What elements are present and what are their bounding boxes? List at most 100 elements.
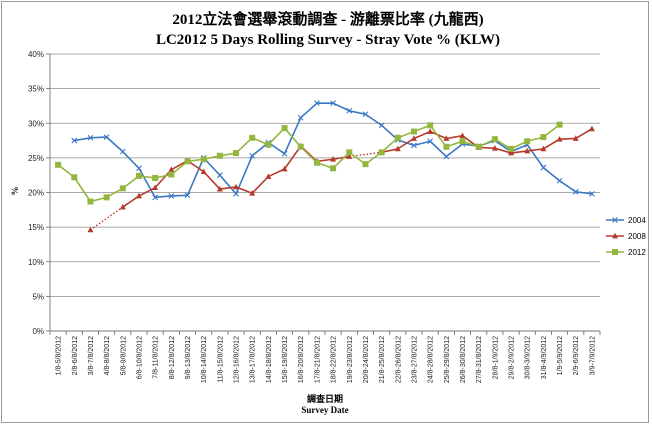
x-tick-label: 3/9-7/9/2012 [589, 336, 596, 375]
data-point-2012 [330, 165, 337, 172]
data-point-2012 [216, 152, 223, 159]
data-point-2012 [265, 141, 272, 148]
data-point-2004 [346, 107, 353, 114]
data-point-2004 [71, 137, 78, 144]
data-point-2008 [119, 203, 126, 210]
data-point-2008 [410, 135, 417, 141]
data-point-2012 [410, 128, 417, 135]
data-point-2012 [346, 149, 353, 156]
data-point-2004 [119, 148, 126, 155]
x-tick-label: 13/8-17/8/2012 [250, 336, 257, 383]
series-line-segment [235, 186, 253, 194]
series-line-segment [397, 139, 415, 147]
series-line-segment [283, 127, 302, 148]
data-point-2008 [346, 153, 353, 159]
data-point-2004 [233, 190, 239, 197]
x-tick-label: 5/8-9/8/2012 [120, 336, 127, 375]
series-line-segment [413, 130, 431, 140]
x-tick-label: 28/8-1/9/2012 [492, 336, 499, 379]
x-tick-label: 12/8-16/8/2012 [234, 336, 241, 383]
x-tick-label: 11/8-15/8/2012 [217, 336, 224, 383]
series-line-segment [268, 168, 285, 178]
data-point-2004 [249, 152, 256, 159]
x-tick-label: 10/8-14/8/2012 [201, 336, 208, 383]
x-tick-label: 16/8-20/8/2012 [298, 336, 305, 383]
data-point-2012 [313, 159, 320, 166]
x-axis: 1/8-5/8/2012 2/8-6/8/2012 3/8-7/8/2012 4/8-… [49, 330, 601, 383]
y-tick-label: 20% [28, 189, 44, 198]
data-point-2012 [297, 143, 304, 150]
data-point-2004 [556, 177, 563, 184]
data-point-2004 [184, 192, 191, 199]
x-tick-label: 30/8-3/9/2012 [525, 336, 532, 379]
data-point-2012 [540, 134, 547, 141]
data-point-2012 [168, 171, 175, 178]
grid-lines [50, 53, 600, 332]
data-point-2008 [152, 184, 159, 191]
series-line-segment [446, 134, 463, 140]
series-line-segment [122, 151, 140, 169]
y-tick-label: 25% [28, 154, 44, 163]
data-point-2012 [459, 138, 466, 145]
series-line-segment [526, 144, 545, 169]
x-tick-label: 19/8-23/8/2012 [347, 336, 354, 383]
data-point-2012 [184, 158, 191, 165]
data-point-2004 [136, 165, 142, 172]
data-point-2004 [297, 114, 304, 121]
data-point-2008 [443, 135, 450, 141]
data-point-2008 [588, 125, 595, 132]
series-line-segment [510, 150, 528, 154]
x-tick-label: 6/8-10/8/2012 [136, 336, 143, 379]
data-point-2004 [572, 188, 579, 195]
x-tick-label: 29/8-2/9/2012 [509, 336, 516, 379]
data-point-2004 [216, 172, 223, 179]
series-line-segment [283, 117, 302, 155]
data-point-2008 [216, 185, 223, 192]
series-line-segment [494, 147, 512, 154]
data-point-2004 [103, 134, 110, 140]
data-point-2008 [540, 145, 547, 152]
series-line-segment [349, 110, 366, 116]
x-tick-label: 14/8-18/8/2012 [266, 336, 273, 383]
data-point-2012 [87, 198, 94, 205]
series-2004 [71, 100, 595, 201]
series-line-segment [219, 186, 237, 190]
series-line-segment [413, 140, 431, 147]
series-line-segment [138, 186, 156, 197]
series-line-segment [203, 171, 221, 190]
series-2012 [55, 121, 563, 205]
data-point-2008 [168, 166, 175, 173]
series-line-segment [90, 136, 107, 139]
x-tick-label: 1/9-5/9/2012 [557, 336, 564, 375]
data-point-2012 [475, 143, 482, 150]
data-point-2004 [87, 134, 94, 141]
data-point-2004 [362, 111, 369, 118]
data-point-2008 [427, 128, 434, 134]
series-line-segment [219, 174, 237, 195]
y-tick-label: 0% [32, 327, 44, 336]
data-point-2008 [572, 135, 579, 141]
legend-marker-2008 [612, 232, 618, 239]
data-point-2004 [443, 153, 450, 160]
data-point-2012 [55, 161, 62, 168]
data-point-2004 [281, 150, 288, 157]
data-point-2004 [168, 193, 175, 199]
legend-label-2008: 2008 [628, 232, 646, 241]
y-tick-label: 40% [28, 50, 44, 59]
x-tick-label: 7/8-11/8/2012 [153, 336, 160, 379]
series-line-segment [171, 194, 188, 197]
series-line-segment [429, 140, 447, 158]
y-tick-label: 15% [28, 223, 44, 232]
legend-marker-2012 [612, 249, 618, 255]
data-point-2012 [103, 194, 110, 201]
data-point-2012 [443, 143, 450, 150]
series-gap-segment [90, 206, 124, 231]
data-point-2004 [427, 138, 434, 145]
data-point-2004 [378, 122, 385, 129]
data-point-2012 [152, 174, 159, 181]
series-line-segment [73, 176, 92, 202]
data-point-2012 [362, 161, 369, 168]
series-line-segment [542, 138, 560, 150]
data-point-2008 [508, 149, 515, 156]
